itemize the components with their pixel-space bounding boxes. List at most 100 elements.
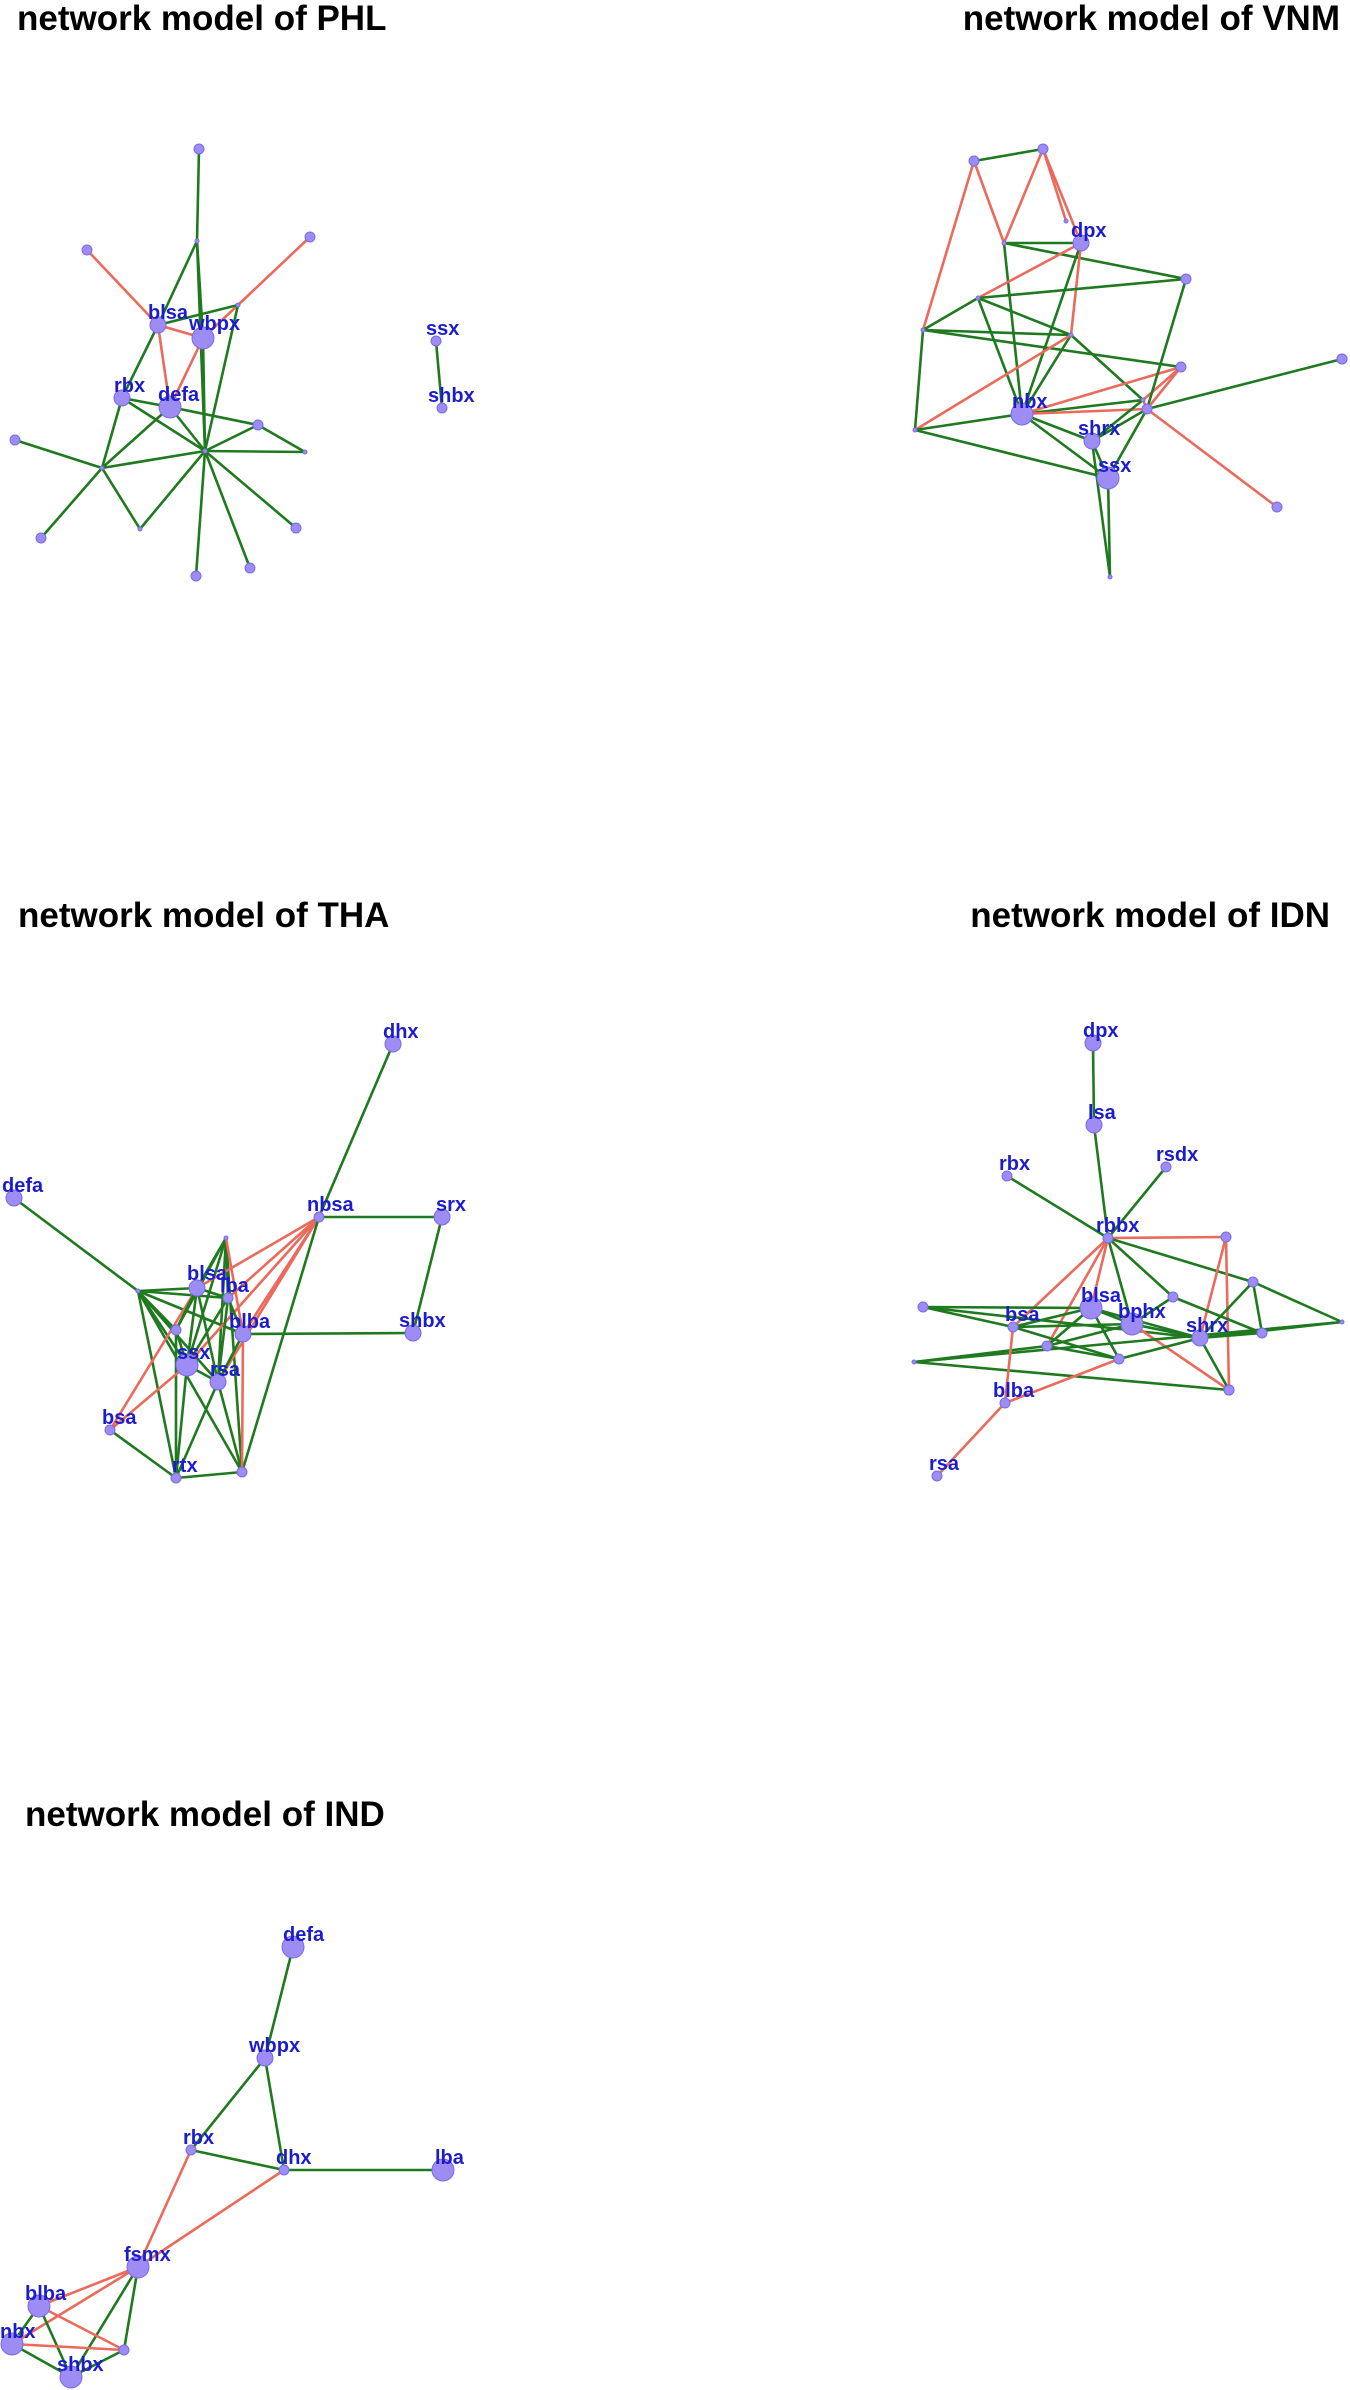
panel-phl: network model of PHL blsa wbpx rbx defa ssx sh… — [9, 0, 475, 582]
positive-edge — [411, 1216, 444, 1334]
node — [1256, 1327, 1268, 1339]
positive-edge — [914, 412, 1023, 432]
node-srx — [433, 1208, 451, 1226]
positive-edge — [189, 2057, 267, 2151]
node — [917, 1301, 929, 1313]
positive-edge — [1003, 241, 1187, 281]
node-dpx — [1084, 1034, 1102, 1052]
node-blba — [27, 2294, 51, 2318]
node — [920, 327, 926, 333]
positive-edge — [1107, 1236, 1254, 1284]
nodes — [5, 1035, 451, 1484]
positive-edge — [1070, 334, 1144, 401]
node — [912, 427, 918, 433]
node — [1220, 1231, 1232, 1243]
positive-edge — [922, 328, 1182, 369]
node-label-lba: lba — [220, 1275, 250, 1297]
negative-edge — [168, 337, 205, 408]
positive-edge — [976, 297, 1024, 415]
node — [118, 2344, 130, 2356]
negative-edge — [156, 324, 172, 408]
node-label-defa: defa — [283, 1924, 325, 1946]
node — [1247, 1276, 1259, 1288]
node — [1107, 574, 1113, 580]
negative-edge — [1198, 1236, 1228, 1339]
node — [975, 295, 981, 301]
node-defa — [158, 395, 182, 419]
positive-edge — [190, 2148, 285, 2172]
node — [202, 448, 208, 454]
positive-edge — [1012, 1325, 1120, 1361]
positive-edge — [1107, 1237, 1174, 1298]
node-label-shrx: shrx — [1186, 1315, 1228, 1337]
negative-edge — [914, 333, 1072, 432]
node-label-bsa: bsa — [1005, 1304, 1040, 1326]
negative-edge — [109, 1364, 188, 1431]
node-label-rbx: rbx — [114, 375, 145, 397]
node-bsa — [104, 1424, 116, 1436]
panel-title: network model of IND — [25, 1795, 385, 1834]
node — [1167, 1291, 1179, 1303]
positive-edge — [922, 328, 1072, 337]
node-label-defa: defa — [2, 1175, 44, 1197]
positive-edge — [1091, 398, 1144, 443]
node — [1271, 501, 1283, 513]
positive-edge — [1002, 242, 1024, 415]
negative-edge — [1012, 1237, 1109, 1328]
node-label-shbx: shbx — [57, 2354, 104, 2376]
positive-edge — [156, 240, 199, 326]
node — [1113, 1353, 1125, 1365]
positive-edge — [1172, 1295, 1263, 1335]
node-label-blba: blba — [25, 2283, 67, 2305]
negative-edge — [1002, 148, 1045, 244]
positive-edge — [204, 450, 297, 529]
node-rbx — [185, 2144, 197, 2156]
panel-tha: network model of THA dhx defa nbsa srx shbx bl… — [2, 896, 466, 1484]
negative-edge — [1224, 1236, 1231, 1391]
negative-edge — [1021, 365, 1182, 416]
node — [1339, 1319, 1345, 1325]
node — [1141, 403, 1153, 415]
node-label-nbsa: nbsa — [307, 1194, 355, 1216]
negative-edge — [136, 2149, 193, 2268]
node-lsa — [1085, 1116, 1103, 1134]
node-label-rtx: rtx — [172, 1455, 198, 1477]
negative-edge — [227, 1216, 320, 1299]
node-wbpx — [191, 326, 215, 350]
node-label-rsa: rsa — [210, 1359, 241, 1381]
edges — [14, 148, 444, 577]
positive-edge — [203, 304, 240, 452]
positive-edge — [40, 467, 103, 539]
negative-edge — [1004, 1357, 1120, 1405]
positive-edge — [1091, 1042, 1096, 1126]
node — [135, 1288, 141, 1294]
negative-edge — [11, 2265, 139, 2346]
node-label-dpx: dpx — [1083, 1020, 1119, 1042]
positive-edge — [100, 467, 142, 530]
node — [223, 1235, 229, 1241]
positive-edge — [203, 450, 252, 569]
positive-edge — [157, 303, 239, 327]
node-lba — [431, 2158, 455, 2182]
node — [968, 155, 980, 167]
node-label-ssx: ssx — [177, 1342, 210, 1364]
node — [137, 526, 143, 532]
negative-edge — [936, 1402, 1006, 1477]
node — [1140, 397, 1146, 403]
panel-idn: network model of IDN dpx lsa rbx rsdx rbbx bsa… — [911, 896, 1345, 1482]
positive-edge — [913, 329, 925, 431]
node-label-rbx: rbx — [183, 2127, 214, 2149]
node — [1041, 1340, 1053, 1352]
node — [193, 143, 205, 155]
node — [1336, 353, 1348, 365]
positive-edge — [185, 1237, 228, 1366]
node-rbx — [113, 389, 131, 407]
node-blsa — [1079, 1296, 1103, 1320]
positive-edge — [37, 2305, 73, 2378]
node-label-shrx: shrx — [1078, 418, 1120, 440]
node-label-nbx: nbx — [1012, 391, 1048, 413]
negative-edge — [1003, 1326, 1015, 1404]
node-label-blsa: blsa — [187, 1263, 228, 1285]
positive-edge — [1092, 1124, 1110, 1239]
node-label-dpx: dpx — [1071, 220, 1107, 242]
